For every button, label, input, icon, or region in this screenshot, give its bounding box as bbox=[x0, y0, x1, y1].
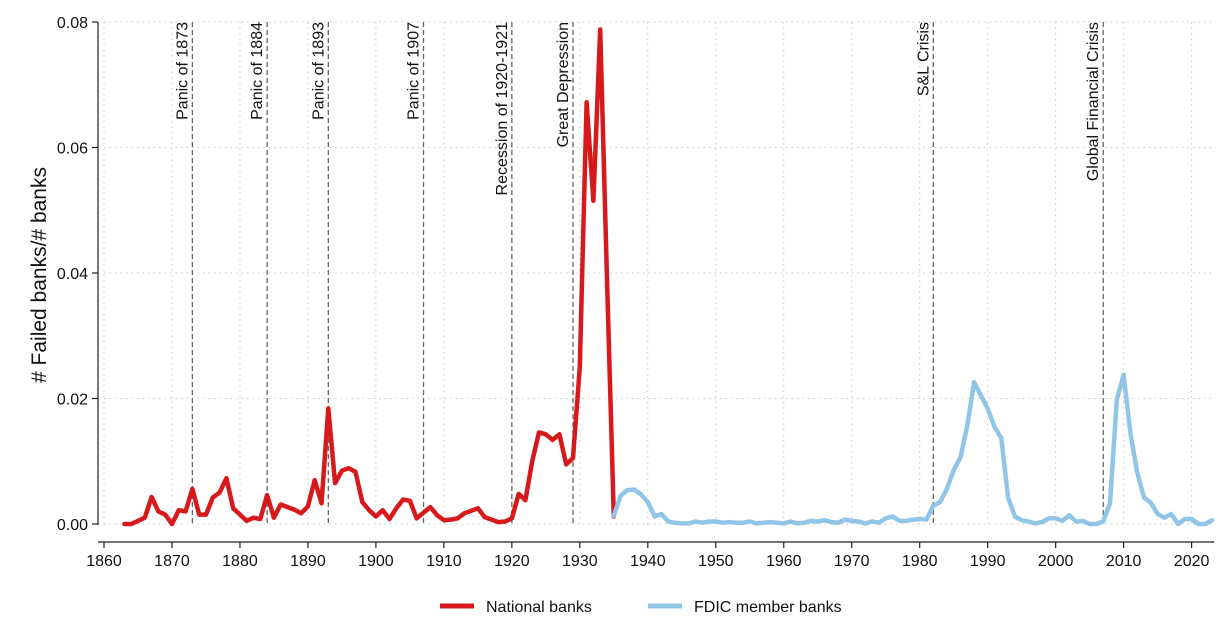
legend: National banks FDIC member banks bbox=[440, 599, 842, 616]
y-axis-label: # Failed banks/# banks bbox=[28, 167, 51, 383]
x-tick-label: 2000 bbox=[1038, 553, 1074, 570]
grid bbox=[103, 21, 1212, 525]
x-tick-label: 1890 bbox=[290, 553, 326, 570]
legend-label: FDIC member banks bbox=[694, 599, 842, 616]
event-label: Panic of 1873 bbox=[174, 22, 191, 120]
axes: 0.00 0.02 0.04 0.06 0.08 1860 1870 1880 1890 1900… bbox=[57, 15, 1214, 570]
x-tick-label: 1990 bbox=[970, 553, 1006, 570]
legend-label: National banks bbox=[486, 599, 592, 616]
x-tick-label: 1870 bbox=[154, 553, 190, 570]
x-tick-label: 1940 bbox=[630, 553, 666, 570]
event-label: Global Financial Crisis bbox=[1085, 22, 1102, 181]
x-tick-label: 1970 bbox=[834, 553, 870, 570]
x-tick-label: 1900 bbox=[358, 553, 394, 570]
event-label: Great Depression bbox=[555, 22, 572, 147]
y-tick-label: 0.08 bbox=[57, 15, 88, 32]
y-tick-label: 0.00 bbox=[57, 517, 88, 534]
series-lines bbox=[122, 27, 1215, 527]
x-tick-label: 1960 bbox=[766, 553, 802, 570]
x-tick-label: 1910 bbox=[426, 553, 462, 570]
y-tick-label: 0.04 bbox=[57, 266, 88, 283]
x-tick-label: 2010 bbox=[1106, 553, 1142, 570]
x-tick-label: 1980 bbox=[902, 553, 938, 570]
event-label: Panic of 1893 bbox=[310, 22, 327, 120]
x-tick-label: 1920 bbox=[494, 553, 530, 570]
series-line-fdic-member-banks bbox=[611, 372, 1215, 527]
event-markers: Panic of 1873 Panic of 1884 Panic of 1893 P… bbox=[174, 22, 1104, 524]
event-label: S&L Crisis bbox=[915, 22, 932, 96]
y-tick-label: 0.06 bbox=[57, 141, 88, 158]
y-tick-label: 0.02 bbox=[57, 392, 88, 409]
x-tick-label: 1860 bbox=[86, 553, 122, 570]
x-tick-label: 2020 bbox=[1174, 553, 1210, 570]
event-label: Panic of 1884 bbox=[249, 22, 266, 120]
event-label: Panic of 1907 bbox=[405, 22, 422, 120]
event-label: Recession of 1920-1921 bbox=[494, 22, 511, 196]
x-tick-label: 1950 bbox=[698, 553, 734, 570]
series-line-national-banks bbox=[122, 27, 617, 527]
x-tick-label: 1880 bbox=[222, 553, 258, 570]
x-tick-label: 1930 bbox=[562, 553, 598, 570]
